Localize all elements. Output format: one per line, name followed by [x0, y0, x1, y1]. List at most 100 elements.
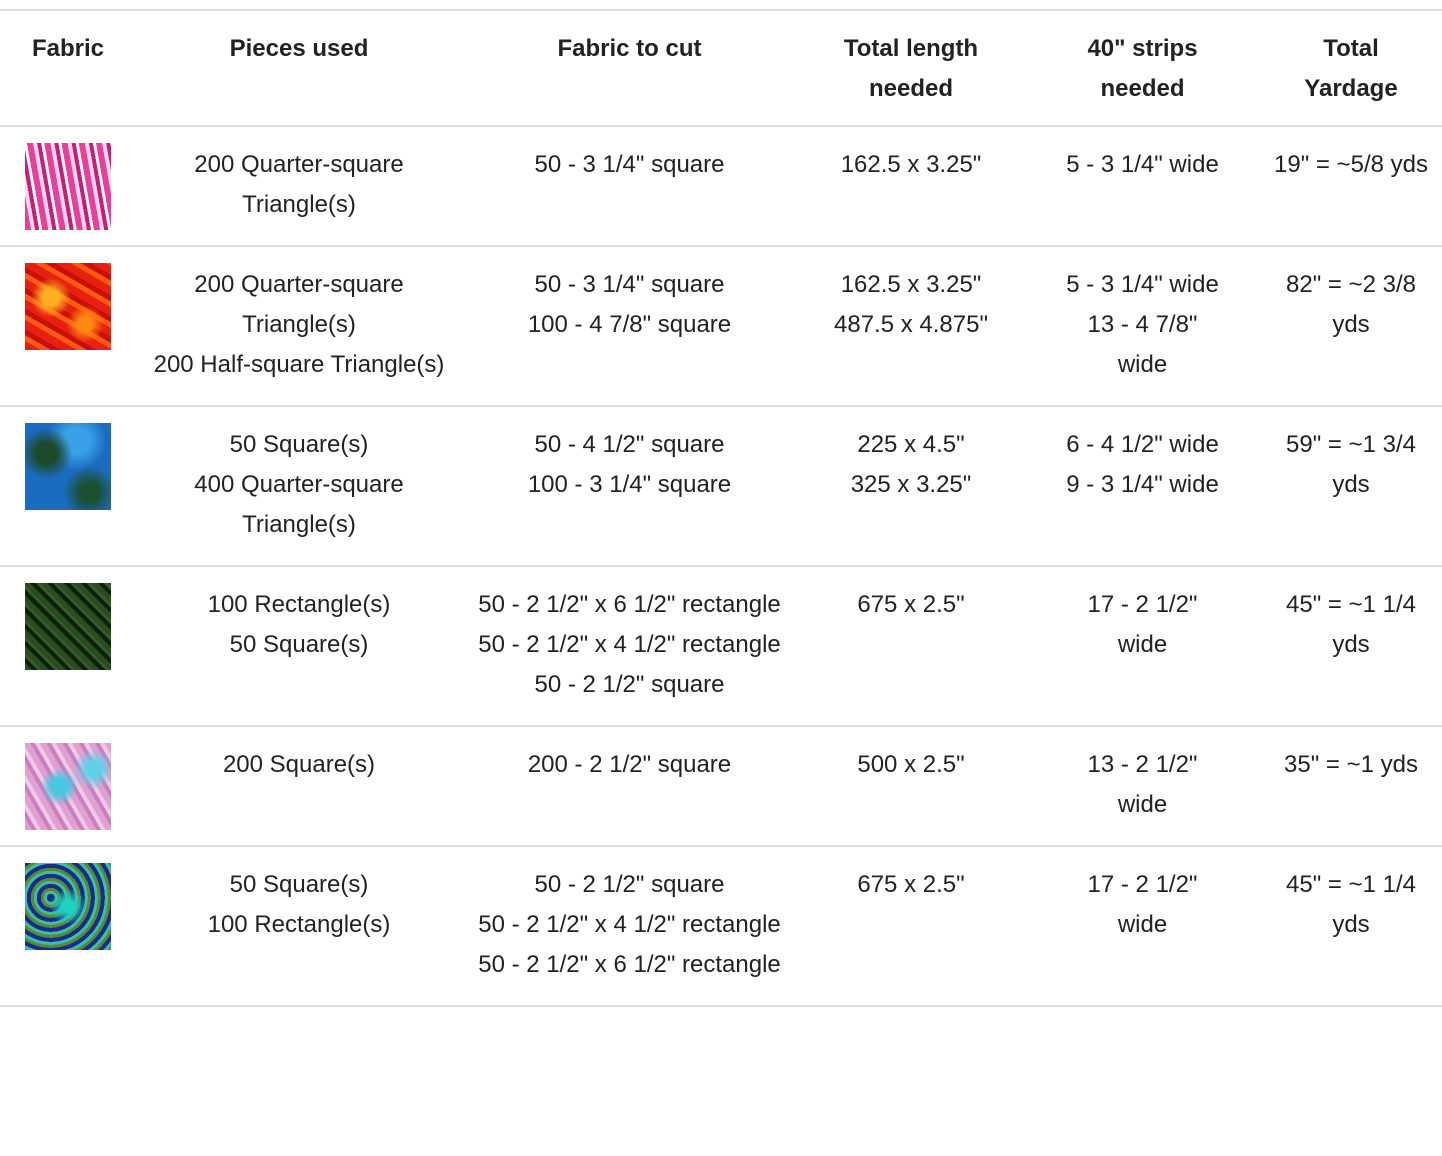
cell-content: 50 - 2 1/2" x 6 1/2" rectangle 50 - 2 1/2… [470, 585, 789, 705]
yardage-cell: 59" = ~1 3/4 yds [1260, 406, 1442, 567]
cell-line: 162.5 x 3.25" [840, 271, 982, 298]
column-header: Pieces used [136, 10, 462, 127]
fabric-swatch [25, 743, 111, 830]
cell-content: 35" = ~1 yds [1268, 745, 1434, 785]
cell-line: 17 - 2 1/2" wide [1087, 871, 1198, 938]
column-header: Fabric to cut [462, 10, 797, 127]
length-cell: 675 x 2.5" [797, 566, 1025, 727]
cell-line: 50 - 2 1/2" square [534, 671, 725, 698]
cut-cell: 50 - 3 1/4" square [462, 126, 797, 247]
cell-line: 200 Half-square Triangle(s) [153, 351, 445, 378]
cell-content: 675 x 2.5" [805, 585, 1017, 625]
cell-line: 19" = ~5/8 yds [1274, 151, 1428, 178]
fabric-row: 50 Square(s) 400 Quarter-square Triangle(… [0, 406, 1442, 567]
strips-cell: 5 - 3 1/4" wide [1025, 126, 1260, 247]
cell-line: 59" = ~1 3/4 yds [1286, 431, 1416, 498]
cell-content: 13 - 2 1/2" wide [1062, 745, 1224, 825]
cell-content: 50 Square(s) 100 Rectangle(s) [144, 865, 454, 945]
header-text: Fabric to cut [557, 35, 702, 62]
cell-line: 50 - 2 1/2" x 4 1/2" rectangle [478, 631, 781, 658]
cell-line: 9 - 3 1/4" wide [1066, 471, 1219, 498]
fabric-swatch [25, 863, 111, 950]
cell-line: 13 - 2 1/2" wide [1087, 751, 1198, 818]
strips-cell: 17 - 2 1/2" wide [1025, 846, 1260, 1007]
cell-content: 675 x 2.5" [805, 865, 1017, 905]
cell-content: 200 - 2 1/2" square [470, 745, 789, 785]
cell-line: 100 Rectangle(s) [207, 911, 391, 938]
column-header: Total Yardage [1260, 10, 1442, 127]
pieces-cell: 200 Quarter-square Triangle(s) [136, 126, 462, 247]
cell-content: 17 - 2 1/2" wide [1062, 585, 1224, 665]
cell-content: 50 - 3 1/4" square 100 - 4 7/8" square [470, 265, 789, 345]
header-text: 40" strips needed [1087, 35, 1198, 102]
cell-line: 675 x 2.5" [857, 871, 965, 898]
fabric-row: 100 Rectangle(s) 50 Square(s) 50 - 2 1/2" … [0, 566, 1442, 727]
fabric-swatch [25, 423, 111, 510]
header-text: Pieces used [229, 35, 369, 62]
cell-line: 325 x 3.25" [850, 471, 972, 498]
cell-line: 100 Rectangle(s) [207, 591, 391, 618]
fabric-cell [0, 846, 136, 1007]
cell-line: 13 - 4 7/8" wide [1087, 311, 1198, 378]
strips-cell: 17 - 2 1/2" wide [1025, 566, 1260, 727]
cell-content: 19" = ~5/8 yds [1268, 145, 1434, 185]
cell-content: 200 Square(s) [144, 745, 454, 785]
cell-content: 82" = ~2 3/8 yds [1268, 265, 1434, 345]
cell-line: 50 - 3 1/4" square [534, 271, 725, 298]
length-cell: 225 x 4.5" 325 x 3.25" [797, 406, 1025, 567]
cut-cell: 50 - 2 1/2" x 6 1/2" rectangle 50 - 2 1/2… [462, 566, 797, 727]
cell-line: 50 - 4 1/2" square [534, 431, 725, 458]
cut-cell: 50 - 2 1/2" square 50 - 2 1/2" x 4 1/2" r… [462, 846, 797, 1007]
cut-cell: 50 - 4 1/2" square 100 - 3 1/4" square [462, 406, 797, 567]
fabric-cell [0, 246, 136, 407]
cell-line: 50 Square(s) [229, 631, 369, 658]
cell-line: 50 - 2 1/2" x 6 1/2" rectangle [478, 951, 781, 978]
cell-line: 6 - 4 1/2" wide [1066, 431, 1219, 458]
fabric-swatch [25, 263, 111, 350]
fabric-row: 200 Quarter-square Triangle(s) 50 - 3 1/4… [0, 126, 1442, 247]
cell-line: 400 Quarter-square Triangle(s) [194, 471, 404, 538]
fabric-row: 50 Square(s) 100 Rectangle(s) 50 - 2 1/2" … [0, 846, 1442, 1007]
cell-line: 50 - 2 1/2" x 4 1/2" rectangle [478, 911, 781, 938]
pieces-cell: 50 Square(s) 400 Quarter-square Triangle(… [136, 406, 462, 567]
table-body: 200 Quarter-square Triangle(s) 50 - 3 1/4… [0, 126, 1442, 1007]
cell-line: 35" = ~1 yds [1284, 751, 1418, 778]
fabric-cell [0, 726, 136, 847]
cell-content: 162.5 x 3.25" [805, 145, 1017, 185]
pieces-cell: 100 Rectangle(s) 50 Square(s) [136, 566, 462, 727]
fabric-cell [0, 406, 136, 567]
cell-content: 5 - 3 1/4" wide [1062, 145, 1224, 185]
header-text: Fabric [31, 35, 105, 62]
cell-line: 50 - 2 1/2" square [534, 871, 725, 898]
fabric-cell [0, 126, 136, 247]
fabric-row: 200 Quarter-square Triangle(s) 200 Half-s… [0, 246, 1442, 407]
cell-content: 5 - 3 1/4" wide 13 - 4 7/8" wide [1062, 265, 1224, 385]
cell-content: 225 x 4.5" 325 x 3.25" [805, 425, 1017, 505]
cell-line: 487.5 x 4.875" [834, 311, 988, 338]
strips-cell: 13 - 2 1/2" wide [1025, 726, 1260, 847]
cell-line: 50 Square(s) [229, 871, 369, 898]
yardage-table: Fabric Pieces used Fabric to cut Total leng… [0, 9, 1442, 1007]
length-cell: 162.5 x 3.25" [797, 126, 1025, 247]
column-header: 40" strips needed [1025, 10, 1260, 127]
header-text: Total length needed [843, 35, 979, 102]
length-cell: 500 x 2.5" [797, 726, 1025, 847]
cell-line: 45" = ~1 1/4 yds [1286, 591, 1416, 658]
cell-content: 45" = ~1 1/4 yds [1268, 585, 1434, 665]
cell-line: 45" = ~1 1/4 yds [1286, 871, 1416, 938]
cell-content: 6 - 4 1/2" wide 9 - 3 1/4" wide [1062, 425, 1224, 505]
cell-content: 45" = ~1 1/4 yds [1268, 865, 1434, 945]
yardage-cell: 45" = ~1 1/4 yds [1260, 566, 1442, 727]
cell-content: 17 - 2 1/2" wide [1062, 865, 1224, 945]
cell-content: 50 - 3 1/4" square [470, 145, 789, 185]
cell-line: 200 Quarter-square Triangle(s) [194, 151, 404, 218]
fabric-swatch [25, 143, 111, 230]
cell-line: 200 Square(s) [222, 751, 376, 778]
cell-content: 50 - 4 1/2" square 100 - 3 1/4" square [470, 425, 789, 505]
yardage-cell: 45" = ~1 1/4 yds [1260, 846, 1442, 1007]
cell-line: 225 x 4.5" [857, 431, 965, 458]
cell-line: 50 Square(s) [229, 431, 369, 458]
cell-line: 50 - 3 1/4" square [534, 151, 725, 178]
